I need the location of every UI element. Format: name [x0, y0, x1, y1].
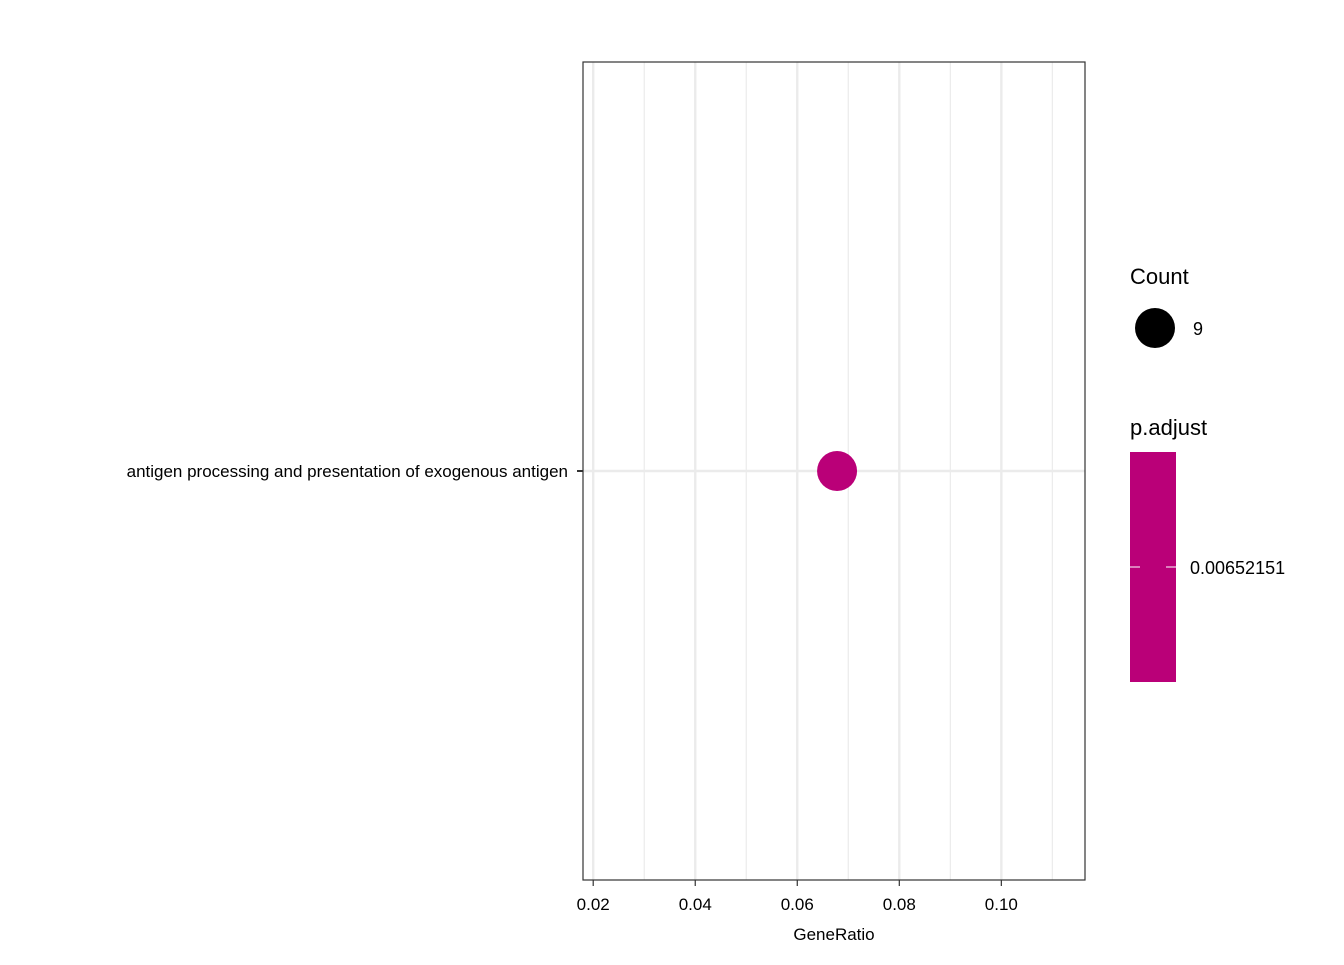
legend-count-label: 9 [1193, 319, 1203, 339]
x-tick-label: 0.06 [781, 895, 814, 914]
panel-border [582, 61, 1086, 881]
legend-colorbar-label: 0.00652151 [1190, 558, 1285, 578]
x-axis: 0.02 0.04 0.06 0.08 0.10 [577, 880, 1018, 914]
x-axis-title: GeneRatio [793, 925, 874, 944]
points-layer [817, 451, 858, 491]
x-tick-label: 0.04 [679, 895, 712, 914]
y-tick-label: antigen processing and presentation of e… [127, 462, 568, 481]
legend-count: Count 9 [1130, 264, 1203, 348]
legend-count-title: Count [1130, 264, 1189, 289]
x-tick-label: 0.08 [883, 895, 916, 914]
legend-colorbar-ticks: 0.00652151 [1130, 558, 1285, 578]
legend-p-adjust-title: p.adjust [1130, 415, 1207, 440]
data-point [817, 451, 858, 491]
legend-count-keys: 9 [1135, 308, 1203, 348]
x-tick-label: 0.10 [985, 895, 1018, 914]
legend-p-adjust: p.adjust 0.00652151 [1130, 415, 1285, 682]
y-axis: antigen processing and presentation of e… [127, 462, 583, 481]
legend-count-key [1135, 308, 1175, 348]
x-tick-label: 0.02 [577, 895, 610, 914]
